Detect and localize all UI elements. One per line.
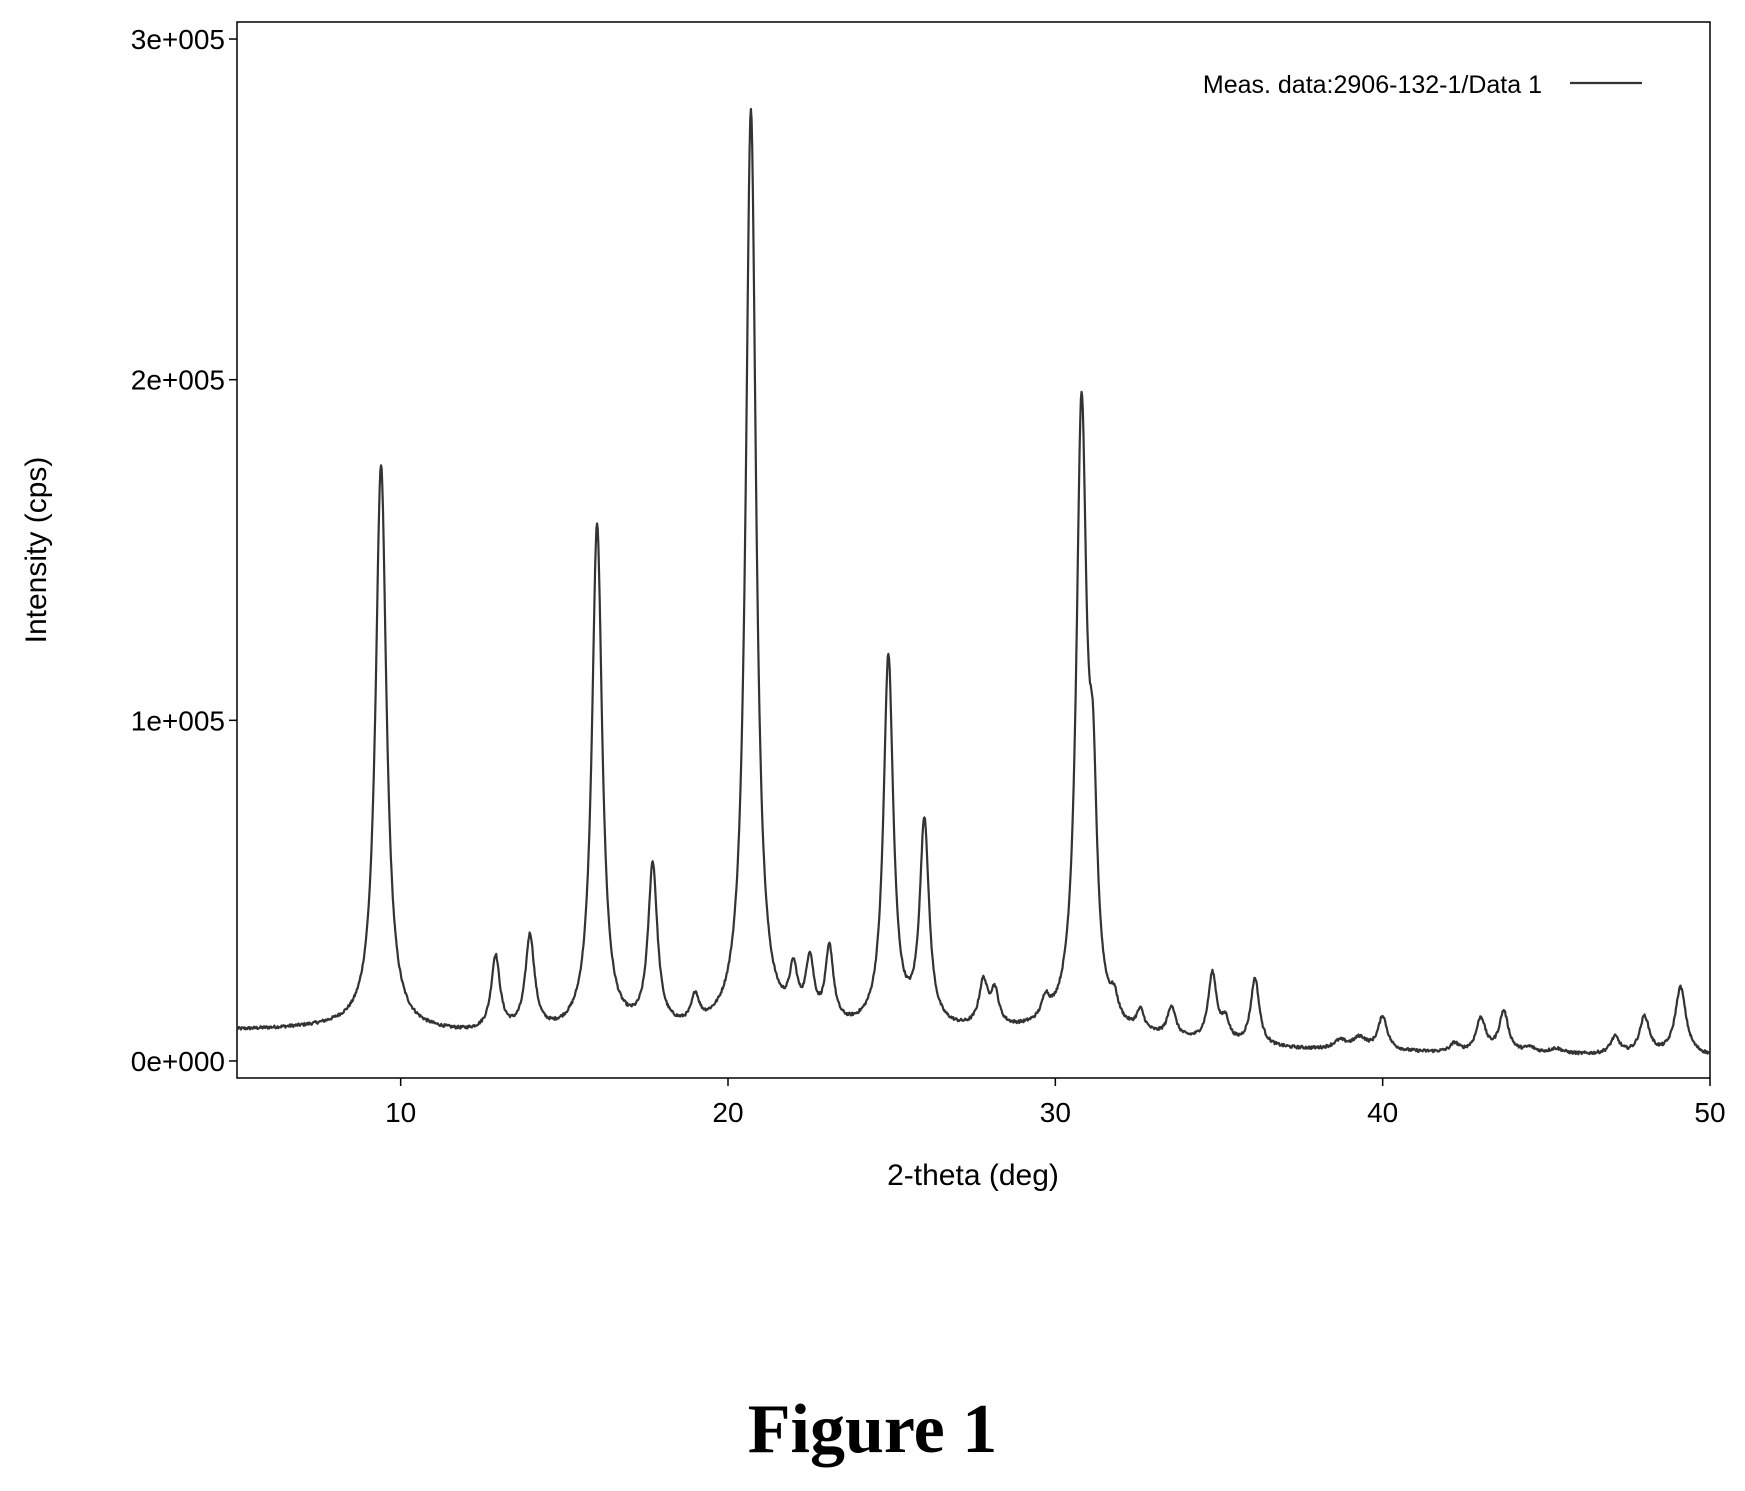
x-tick-label: 30 [1040, 1097, 1071, 1128]
legend-entry-label: Meas. data:2906-132-1/Data 1 [1203, 71, 1542, 99]
plot-area-frame [237, 22, 1710, 1078]
x-tick-label: 10 [385, 1097, 416, 1128]
y-axis-label: Intensity (cps) [20, 457, 53, 644]
x-tick-label: 50 [1694, 1097, 1725, 1128]
y-tick-label: 0e+000 [131, 1046, 225, 1077]
x-tick-label: 40 [1367, 1097, 1398, 1128]
legend: Meas. data:2906-132-1/Data 1 [1203, 71, 1642, 99]
figure-caption: Figure 1 [0, 1395, 1745, 1465]
x-axis-label: 2-theta (deg) [887, 1159, 1059, 1192]
y-tick-label: 3e+005 [131, 24, 225, 55]
x-axis-ticks: 10 20 30 40 50 [385, 1078, 1725, 1128]
series-line-meas-data [237, 109, 1710, 1054]
y-tick-label: 1e+005 [131, 705, 225, 736]
x-tick-label: 20 [712, 1097, 743, 1128]
y-axis-ticks: 0e+000 1e+005 2e+005 3e+005 [131, 24, 237, 1077]
y-tick-label: 2e+005 [131, 365, 225, 396]
